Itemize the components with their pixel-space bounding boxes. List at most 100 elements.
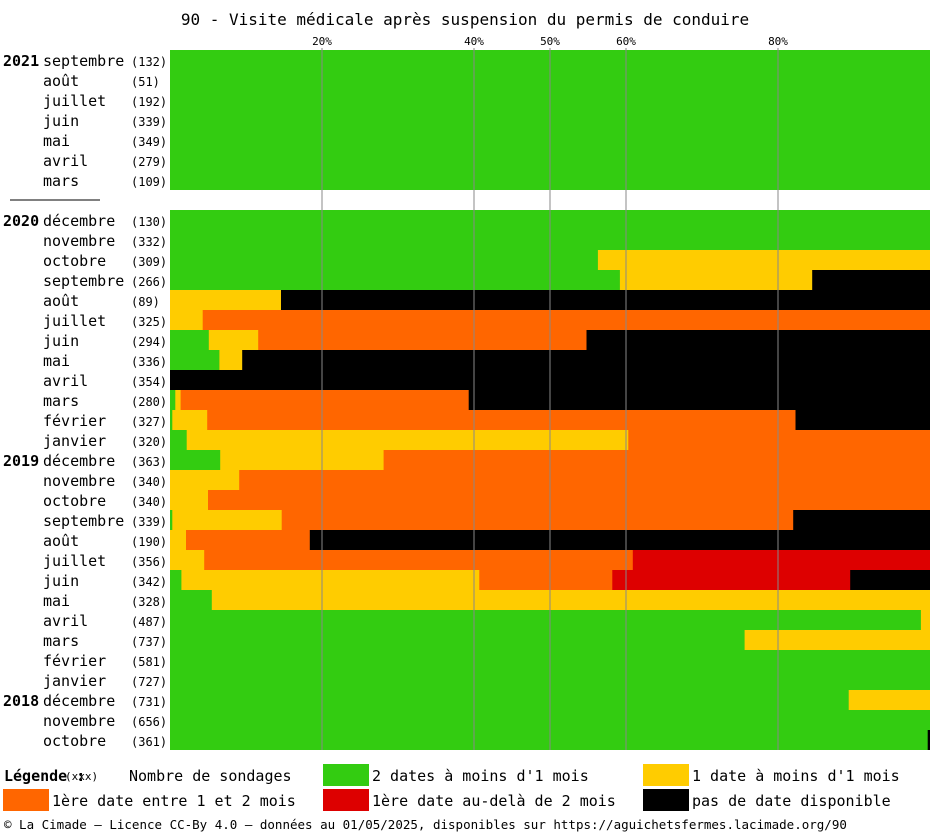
- month-label: février: [43, 652, 106, 670]
- bar-segment-yellow: [219, 350, 243, 370]
- count-label: (361): [131, 735, 167, 749]
- bar-segment-yellow: [208, 330, 259, 350]
- bar-segment-green: [170, 730, 929, 750]
- bar-segment-orange: [180, 390, 469, 410]
- bar-segment-yellow: [211, 590, 930, 610]
- bar-segment-orange: [186, 530, 311, 550]
- grid-layer: 20% 40% 50% 60% 80%: [312, 35, 788, 750]
- count-label: (581): [131, 655, 167, 669]
- bar-segment-orange: [479, 570, 613, 590]
- row-labels-layer: 2021 septembre (132)août (51)juillet (192)ju…: [3, 52, 167, 750]
- legend-count-marker: (xxx): [65, 770, 99, 783]
- count-label: (130): [131, 215, 167, 229]
- bar-segment-green: [170, 330, 210, 350]
- bar-segment-yellow: [175, 390, 181, 410]
- month-label: septembre: [43, 52, 124, 70]
- month-label: janvier: [43, 672, 106, 690]
- count-label: (354): [131, 375, 167, 389]
- month-label: novembre: [43, 712, 115, 730]
- x-tick-label: 50%: [540, 35, 560, 48]
- bar-segment-yellow: [181, 570, 480, 590]
- bar-segment-green: [170, 390, 176, 410]
- bar-segment-black: [850, 570, 930, 590]
- count-label: (51): [131, 75, 160, 89]
- month-label: juin: [43, 332, 79, 350]
- bar-segment-orange: [204, 550, 634, 570]
- x-tick-label: 80%: [768, 35, 788, 48]
- count-label: (340): [131, 495, 167, 509]
- legend-label-black: pas de date disponible: [692, 792, 891, 810]
- year-label: 2019: [3, 452, 39, 470]
- stacked-bar-chart: 90 - Visite médicale après suspension du…: [3, 10, 930, 750]
- count-label: (109): [131, 175, 167, 189]
- month-label: juin: [43, 572, 79, 590]
- bar-segment-yellow: [744, 630, 930, 650]
- month-label: mars: [43, 392, 79, 410]
- year-label: 2021: [3, 52, 39, 70]
- bar-segment-yellow: [170, 550, 205, 570]
- bar-segment-orange: [281, 510, 794, 530]
- bar-segment-green: [170, 690, 850, 710]
- bar-segment-yellow: [848, 690, 930, 710]
- count-label: (294): [131, 335, 167, 349]
- bar-segment-orange: [383, 450, 930, 470]
- month-label: mai: [43, 352, 70, 370]
- count-label: (737): [131, 635, 167, 649]
- count-label: (349): [131, 135, 167, 149]
- bar-segment-green: [170, 630, 745, 650]
- month-label: novembre: [43, 232, 115, 250]
- bar-segment-red: [632, 550, 930, 570]
- count-label: (325): [131, 315, 167, 329]
- bar-segment-green: [170, 510, 173, 530]
- legend-label-green: 2 dates à moins d'1 mois: [372, 767, 589, 785]
- bar-segment-green: [170, 350, 220, 370]
- legend-swatch-red: [323, 789, 369, 811]
- bar-segment-black: [309, 530, 930, 550]
- month-label: décembre: [43, 452, 115, 470]
- count-label: (89): [131, 295, 160, 309]
- chart-title: 90 - Visite médicale après suspension du…: [181, 10, 749, 29]
- bar-segment-orange: [258, 330, 587, 350]
- count-label: (279): [131, 155, 167, 169]
- month-label: octobre: [43, 492, 106, 510]
- count-label: (309): [131, 255, 167, 269]
- count-label: (487): [131, 615, 167, 629]
- legend-swatch-green: [323, 764, 369, 786]
- month-label: novembre: [43, 472, 115, 490]
- bar-segment-black: [281, 290, 930, 310]
- bar-segment-yellow: [619, 270, 813, 290]
- count-label: (320): [131, 435, 167, 449]
- count-label: (280): [131, 395, 167, 409]
- bar-segment-yellow: [170, 310, 204, 330]
- bar-segment-green: [170, 270, 621, 290]
- bar-segment-orange: [208, 490, 930, 510]
- bar-segment-orange: [628, 430, 930, 450]
- month-label: octobre: [43, 732, 106, 750]
- bar-segment-yellow: [172, 410, 208, 430]
- legend-swatch-yellow: [643, 764, 689, 786]
- bar-segment-green: [170, 450, 221, 470]
- legend-swatch-orange: [3, 789, 49, 811]
- month-label: juillet: [43, 552, 106, 570]
- bar-segment-yellow: [920, 610, 930, 630]
- legend-label-red: 1ère date au-delà de 2 mois: [372, 792, 616, 810]
- year-label: 2020: [3, 212, 39, 230]
- bar-segment-yellow: [597, 250, 930, 270]
- count-label: (327): [131, 415, 167, 429]
- legend-label-yellow: 1 date à moins d'1 mois: [692, 767, 900, 785]
- count-label: (339): [131, 115, 167, 129]
- month-label: juillet: [43, 312, 106, 330]
- month-label: septembre: [43, 272, 124, 290]
- bar-segment-yellow: [170, 530, 187, 550]
- bar-segment-black: [793, 510, 930, 530]
- count-label: (339): [131, 515, 167, 529]
- count-label: (132): [131, 55, 167, 69]
- bar-segment-green: [170, 570, 182, 590]
- bar-segment-yellow: [170, 490, 209, 510]
- count-label: (340): [131, 475, 167, 489]
- legend: Légende : (xxx) Nombre de sondages 2 dat…: [0, 762, 930, 812]
- bar-segment-black: [795, 410, 930, 430]
- count-label: (342): [131, 575, 167, 589]
- legend-swatch-black: [643, 789, 689, 811]
- month-label: avril: [43, 612, 88, 630]
